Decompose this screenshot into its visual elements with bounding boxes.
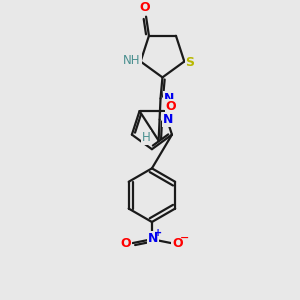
Text: S: S xyxy=(186,56,195,69)
Text: N: N xyxy=(164,92,174,105)
Text: O: O xyxy=(140,1,150,13)
Text: +: + xyxy=(154,229,162,238)
Text: O: O xyxy=(166,100,176,113)
Text: −: − xyxy=(180,233,189,243)
Text: O: O xyxy=(121,237,131,250)
Text: NH: NH xyxy=(123,54,141,67)
Text: H: H xyxy=(142,131,151,144)
Text: N: N xyxy=(163,113,173,126)
Text: N: N xyxy=(148,232,158,245)
Text: O: O xyxy=(172,237,183,250)
